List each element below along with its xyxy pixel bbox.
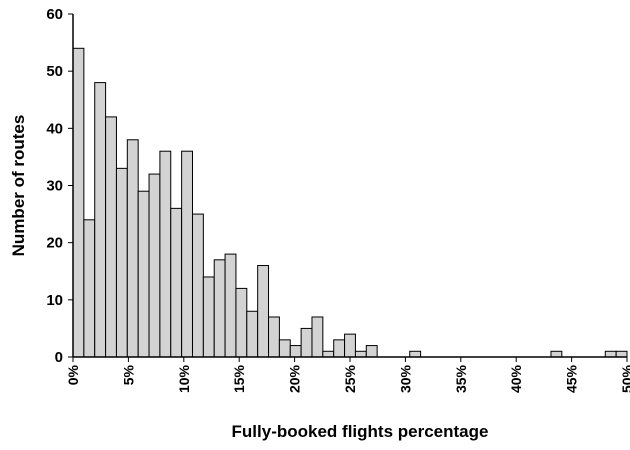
x-tick-label: 0%	[65, 364, 81, 385]
histogram-bar	[365, 345, 378, 358]
histogram-bar	[105, 116, 117, 358]
histogram-bar	[278, 339, 291, 358]
histogram-bar	[94, 82, 107, 358]
x-tick-label: 10%	[176, 364, 192, 393]
histogram-bar	[235, 287, 248, 358]
histogram-bar	[300, 327, 313, 358]
histogram-bar	[333, 339, 346, 358]
y-ticks: 0 10 20 30 40 50 60	[46, 6, 73, 366]
histogram-bar	[246, 310, 259, 358]
x-tick-label: 50%	[619, 364, 630, 393]
x-tick-label: 40%	[508, 364, 524, 393]
histogram-bar	[181, 150, 193, 358]
x-tick-label: 35%	[453, 364, 469, 393]
x-tick-label: 25%	[342, 364, 358, 393]
y-tick-label: 10	[46, 292, 63, 309]
x-tick-label: 45%	[564, 364, 580, 393]
y-tick-label: 30	[46, 178, 63, 195]
histogram-bar	[550, 350, 563, 358]
histogram-bar	[354, 350, 367, 358]
histogram-bar	[126, 139, 139, 358]
y-axis-title: Number of routes	[9, 115, 28, 257]
histogram-bar	[311, 316, 324, 358]
histogram-bar	[322, 350, 335, 358]
histogram-bar	[268, 316, 280, 358]
x-tick-label: 15%	[231, 364, 247, 393]
y-tick-label: 0	[55, 349, 63, 366]
histogram-bar	[159, 150, 172, 358]
y-tick-label: 20	[46, 235, 63, 252]
y-tick-label: 60	[46, 6, 63, 23]
histogram-bar	[170, 207, 183, 358]
histogram-bar	[224, 253, 237, 358]
x-ticks: 0% 5% 10% 15% 20% 25% 30% 35% 40% 45% 50%	[65, 357, 630, 393]
y-tick-label: 50	[46, 63, 63, 80]
histogram-bar	[289, 345, 302, 358]
histogram-bar	[83, 219, 96, 358]
histogram-bar	[213, 259, 226, 358]
bars-group	[72, 47, 628, 358]
histogram-bar	[604, 350, 617, 358]
x-tick-label: 20%	[287, 364, 303, 393]
histogram-bar	[202, 276, 215, 358]
histogram-bar	[115, 167, 128, 358]
histogram-bar	[148, 173, 161, 358]
histogram-bar	[615, 350, 628, 358]
histogram-bar	[257, 265, 270, 358]
x-tick-label: 5%	[120, 364, 136, 385]
histogram-bar	[191, 213, 204, 358]
x-tick-label: 30%	[397, 364, 413, 393]
histogram-bar	[137, 190, 150, 358]
histogram-bar	[409, 350, 422, 358]
y-tick-label: 40	[46, 120, 63, 137]
histogram-bar	[72, 47, 85, 358]
histogram-bar	[344, 333, 356, 358]
x-axis-title: Fully-booked flights percentage	[232, 422, 489, 441]
